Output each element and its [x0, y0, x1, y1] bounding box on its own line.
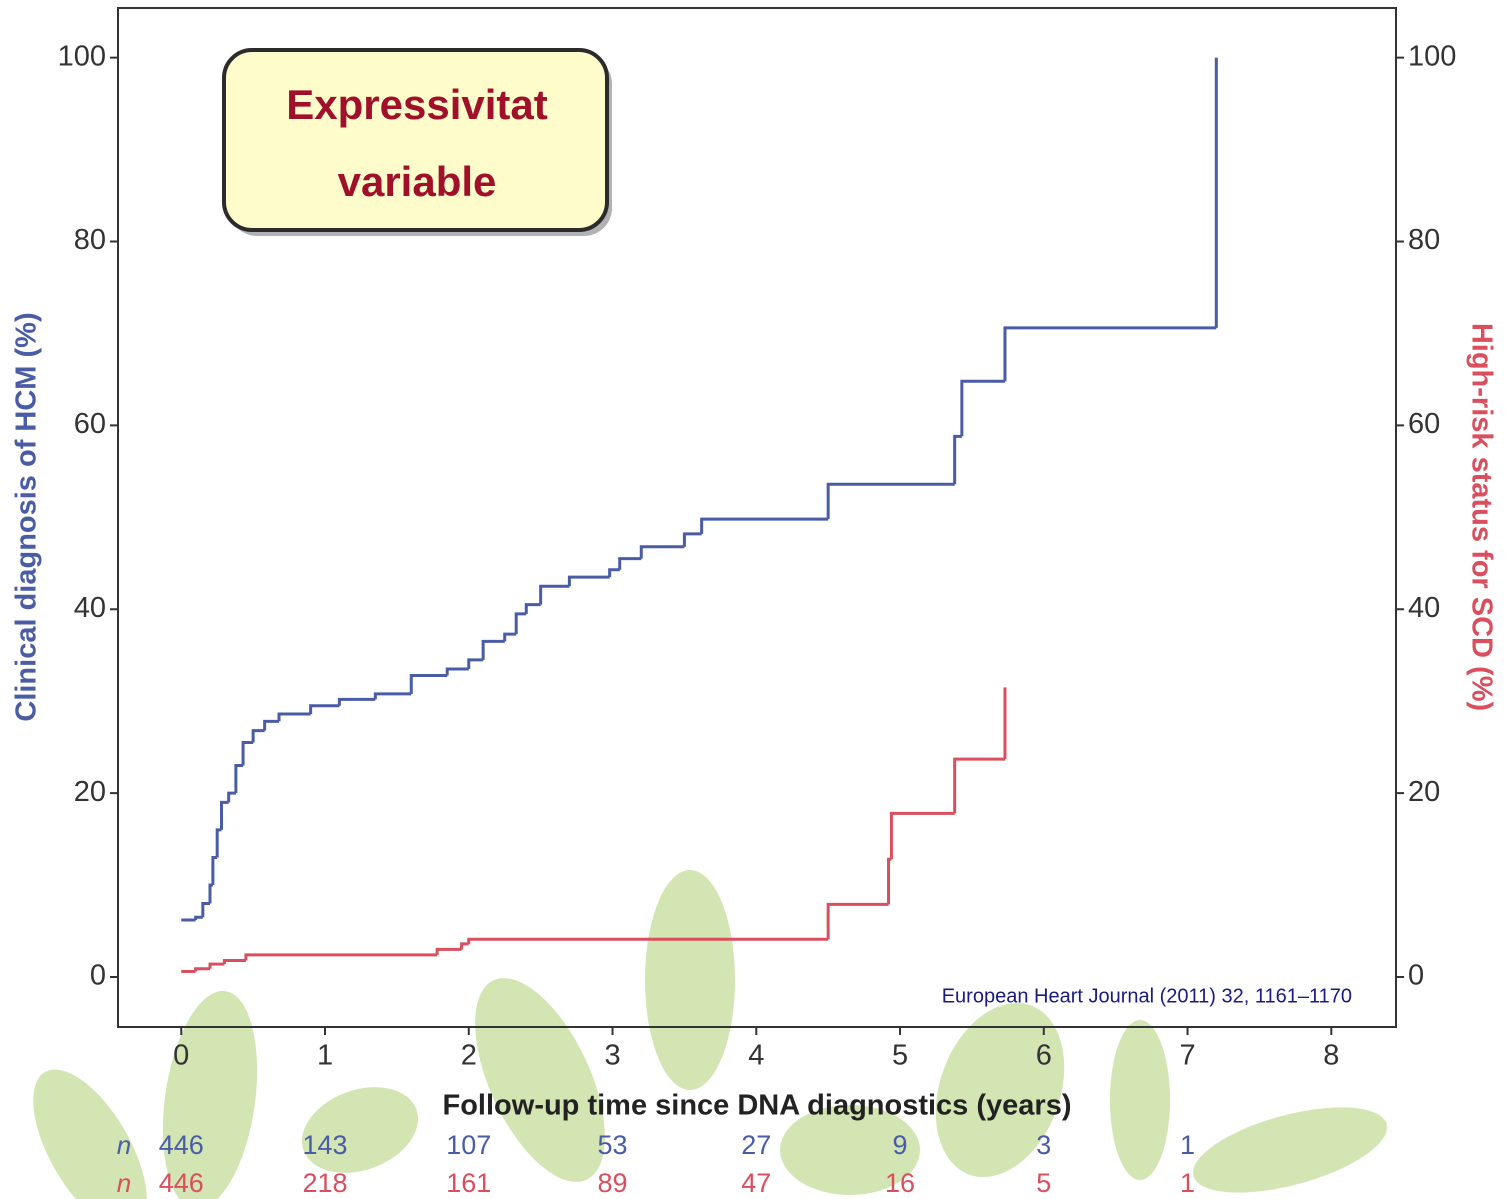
- risk-table-value: 47: [741, 1168, 771, 1198]
- step-segment: [514, 612, 527, 635]
- step-segment: [700, 517, 829, 534]
- risk-table-value: 16: [885, 1168, 915, 1198]
- step-segment: [201, 901, 211, 918]
- risk-table-value: 446: [159, 1168, 204, 1198]
- step-segment: [222, 958, 246, 965]
- step-segment: [887, 857, 892, 905]
- x-tick-label: 8: [1323, 1040, 1339, 1072]
- step-segment: [309, 704, 340, 715]
- step-segment: [215, 828, 222, 858]
- step-segment: [263, 719, 280, 731]
- x-tick-label: 3: [604, 1040, 620, 1072]
- risk-table-value: 5: [1036, 1168, 1051, 1198]
- y-tick-label: 80: [74, 224, 106, 256]
- y2-tick-label: 0: [1408, 960, 1424, 992]
- step-segment: [826, 902, 889, 940]
- annotation-box: Expressivitat variable: [222, 48, 612, 236]
- step-segment: [608, 568, 620, 578]
- step-segment: [889, 811, 955, 860]
- step-segment: [337, 697, 376, 706]
- step-segment: [618, 557, 642, 570]
- x-tick-label: 6: [1036, 1040, 1052, 1072]
- step-segment: [194, 967, 211, 972]
- step-segment: [1003, 326, 1217, 382]
- x-tick-label: 4: [748, 1040, 764, 1072]
- step-segment: [445, 667, 469, 676]
- step-segment: [524, 603, 541, 614]
- y-axis-label: Clinical diagnosis of HCM (%): [11, 312, 43, 721]
- risk-table-value: 27: [741, 1130, 771, 1160]
- y-tick-label: 60: [74, 408, 106, 440]
- step-segment: [211, 855, 218, 886]
- step-segment: [251, 729, 265, 743]
- y2-tick-label: 40: [1408, 592, 1440, 624]
- y2-tick-label: 80: [1408, 224, 1440, 256]
- risk-table-value: 446: [159, 1130, 204, 1160]
- step-segment: [194, 915, 203, 920]
- risk-table-value: 1: [1180, 1168, 1195, 1198]
- step-segment: [539, 584, 570, 605]
- risk-table-label: n: [117, 1130, 131, 1160]
- step-segment: [244, 953, 438, 961]
- step-segment: [960, 379, 1005, 437]
- step-segment: [435, 947, 462, 955]
- y2-axis-label: High-risk status for SCD (%): [1465, 323, 1497, 711]
- x-axis-label: Follow-up time since DNA diagnostics (ye…: [443, 1090, 1072, 1122]
- risk-table-value: 53: [598, 1130, 628, 1160]
- step-segment: [567, 575, 610, 587]
- step-segment: [503, 632, 517, 642]
- annotation-line: Expressivitat: [286, 81, 547, 128]
- y-tick-label: 20: [74, 776, 106, 808]
- step-segment: [467, 937, 829, 944]
- step-segment: [953, 434, 962, 485]
- step-segment: [373, 692, 412, 700]
- step-segment: [481, 639, 505, 660]
- y-tick-label: 100: [58, 40, 106, 72]
- risk-table-value: 9: [893, 1130, 908, 1160]
- step-segment: [467, 658, 484, 670]
- y2-tick-label: 60: [1408, 408, 1440, 440]
- x-tick-label: 7: [1179, 1040, 1195, 1072]
- step-segment: [826, 482, 955, 520]
- step-segment: [220, 800, 229, 830]
- step-segment: [227, 791, 236, 803]
- step-segment: [208, 962, 225, 969]
- risk-table-value: 3: [1036, 1130, 1051, 1160]
- step-segment: [241, 741, 254, 766]
- background-leaves: [33, 870, 1388, 1199]
- risk-table-value: 107: [446, 1130, 491, 1160]
- x-tick-label: 2: [461, 1040, 477, 1072]
- risk-table-label: n: [117, 1168, 131, 1198]
- source-note: European Heart Journal (2011) 32, 1161–1…: [942, 985, 1352, 1007]
- annotation-line: variable: [338, 158, 497, 205]
- risk-table-value: 1: [1180, 1130, 1195, 1160]
- step-segment: [277, 712, 311, 722]
- x-tick-label: 1: [317, 1040, 333, 1072]
- y2-tick-label: 100: [1408, 40, 1456, 72]
- risk-table-value: 161: [446, 1168, 491, 1198]
- risk-table-value: 143: [302, 1130, 347, 1160]
- y-tick-label: 40: [74, 592, 106, 624]
- y2-tick-label: 20: [1408, 776, 1440, 808]
- step-segment: [409, 673, 448, 694]
- step-segment: [953, 757, 1005, 814]
- x-tick-label: 5: [892, 1040, 908, 1072]
- step-segment: [639, 545, 685, 559]
- x-tick-label: 0: [173, 1040, 189, 1072]
- step-segment: [460, 942, 469, 950]
- step-segment: [682, 532, 702, 547]
- risk-table-value: 218: [302, 1168, 347, 1198]
- step-segment: [234, 764, 244, 794]
- step-segment: [208, 883, 213, 904]
- risk-table-value: 89: [598, 1168, 628, 1198]
- y-tick-label: 0: [90, 960, 106, 992]
